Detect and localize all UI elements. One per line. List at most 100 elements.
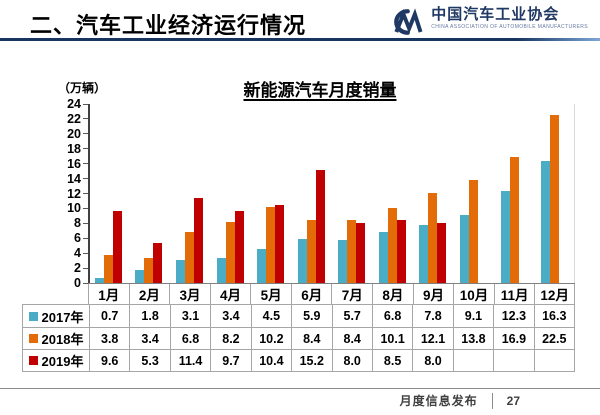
y-tick-label: 2 [74, 261, 81, 276]
bar [378, 232, 388, 283]
y-tick-mark [83, 207, 88, 209]
series-name: 2019年 [41, 354, 84, 369]
table-value-cell: 5.9 [291, 305, 331, 327]
bar [541, 161, 551, 283]
month-label: 12月 [534, 284, 575, 304]
month-label: 3月 [169, 284, 210, 304]
org-name: 中国汽车工业协会 [431, 6, 560, 23]
series-name: 2018年 [41, 332, 84, 347]
bar [153, 243, 163, 283]
y-tick-label: 24 [67, 97, 81, 111]
table-value-cell: 8.4 [291, 327, 332, 349]
y-tick-mark [83, 237, 88, 239]
bar [469, 180, 479, 283]
bar [356, 223, 366, 283]
y-tick-mark [83, 267, 88, 269]
bar [175, 259, 185, 283]
y-tick-label: 14 [67, 171, 81, 186]
y-axis-unit-label: （万辆） [58, 81, 107, 95]
table-value-cell: 3.1 [169, 305, 210, 327]
bar [135, 269, 145, 283]
y-tick-mark [83, 193, 88, 194]
bar [216, 257, 226, 283]
bar [347, 220, 357, 283]
footer-divider [0, 388, 600, 389]
table-value-cell [493, 349, 534, 371]
table-value-cell: 16.3 [533, 305, 574, 327]
bar [193, 197, 203, 283]
month-header-row: 1月 2月 3月 4月 5月 6月 7月 8月 9月 10月 11月 12月 [88, 283, 575, 304]
table-value-cell: 8.0 [412, 349, 453, 371]
month-label: 10月 [453, 284, 494, 304]
month-label: 1月 [88, 284, 129, 304]
bar [257, 249, 267, 283]
series-name: 2017年 [41, 309, 84, 325]
month-label: 2月 [128, 284, 170, 304]
table-value-cell: 22.5 [533, 327, 574, 349]
y-tick-mark [83, 148, 88, 150]
bar [266, 206, 276, 283]
table-value-cell: 3.4 [129, 327, 170, 349]
bar [297, 238, 307, 283]
table-value-cell [533, 349, 574, 371]
y-tick-label: 20 [67, 126, 81, 141]
table-value-cell: 7.8 [412, 305, 452, 327]
chart-data-table: 2017年 0.7 1.8 3.1 3.4 4.5 5.9 5.7 6.8 7.8 9.1 12.3 1… [22, 304, 575, 372]
logo-text: 中国汽车工业协会 CHINA ASSOCIATION OF AUTOMOBILE… [431, 7, 588, 30]
bar [550, 115, 560, 283]
plot-right-border [574, 104, 575, 283]
table-value-cell: 3.4 [210, 305, 250, 327]
footer: 月度信息发布 27 [400, 392, 520, 409]
footer-separator [491, 392, 493, 409]
table-value-cell: 1.8 [129, 305, 169, 327]
y-tick-mark [83, 252, 88, 254]
bar [315, 169, 325, 283]
y-axis-line [88, 104, 90, 283]
month-label: 9月 [412, 284, 454, 304]
series-row-header: 2017年 [23, 305, 89, 327]
table-value-cell: 5.7 [331, 305, 372, 327]
bar [509, 156, 519, 283]
table-value-cell: 3.8 [89, 327, 130, 349]
bar [437, 223, 447, 283]
table-value-cell: 8.2 [210, 327, 251, 349]
table-value-cell: 9.7 [210, 349, 251, 371]
legend-swatch-icon [28, 356, 38, 365]
bar [184, 232, 194, 283]
month-label: 5月 [250, 284, 291, 304]
series-row-header: 2018年 [23, 327, 89, 349]
bar [460, 215, 470, 283]
y-tick-mark [83, 133, 88, 135]
page-title: 二、汽车工业经济运行情况 [30, 13, 307, 38]
month-label: 4月 [209, 284, 251, 304]
bar [396, 219, 406, 283]
month-label: 7月 [331, 284, 372, 304]
table-value-cell: 6.8 [371, 305, 412, 327]
table-value-cell: 12.3 [493, 305, 533, 327]
table-value-cell: 4.5 [250, 305, 291, 327]
table-value-cell: 10.1 [371, 327, 413, 349]
bar [144, 257, 154, 283]
page-number: 27 [506, 393, 520, 408]
bar [94, 277, 104, 283]
y-tick-label: 16 [67, 156, 81, 171]
bar [306, 220, 316, 283]
y-tick-label: 22 [67, 111, 81, 126]
table-value-cell: 0.7 [89, 305, 129, 327]
table-value-cell: 5.3 [129, 349, 170, 371]
table-value-cell: 13.8 [452, 327, 494, 349]
org-name-en: CHINA ASSOCIATION OF AUTOMOBILE MANUFACT… [431, 24, 588, 30]
bar [234, 210, 244, 283]
y-tick-label: 8 [74, 216, 81, 231]
bar [112, 211, 122, 283]
bar [225, 221, 235, 283]
bar [275, 205, 285, 283]
table-value-cell: 6.8 [169, 327, 211, 349]
y-tick-mark [83, 178, 88, 180]
bar [338, 240, 348, 283]
table-value-cell [452, 349, 494, 371]
month-label: 6月 [290, 284, 332, 304]
org-logo: 中国汽车工业协会 CHINA ASSOCIATION OF AUTOMOBILE… [379, 7, 588, 37]
table-value-cell: 10.2 [250, 327, 292, 349]
y-tick-label: 0 [74, 276, 81, 290]
